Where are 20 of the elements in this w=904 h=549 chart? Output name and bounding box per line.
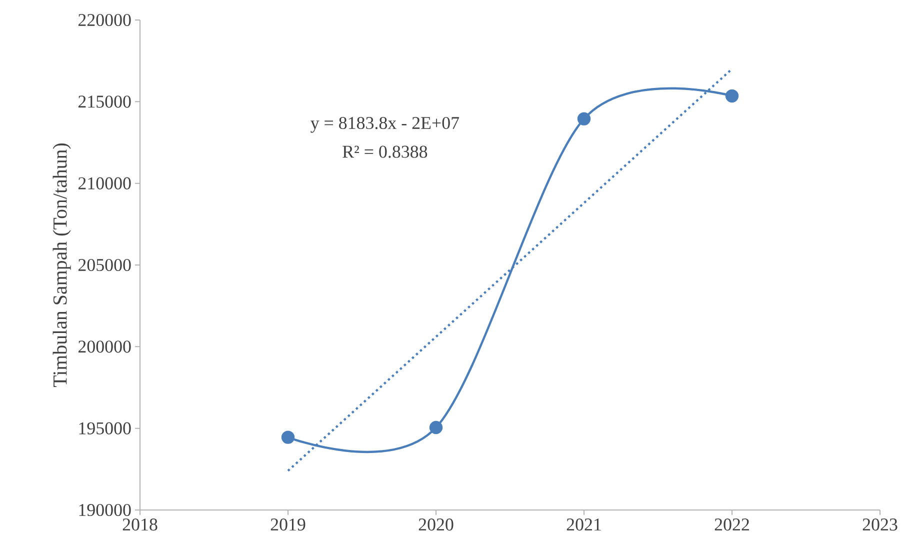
point xyxy=(725,89,739,103)
annotation: y = 8183.8x - 2E+07 xyxy=(310,116,460,133)
annotation: R² = 0.8388 xyxy=(342,146,428,158)
x-tick-label: 2022 xyxy=(714,518,749,531)
point xyxy=(429,420,443,434)
point xyxy=(577,112,591,126)
y-tick-label: 220000 xyxy=(78,14,131,26)
x-tick-label: 2020 xyxy=(418,518,454,531)
y-tick-label: 195000 xyxy=(79,422,131,434)
y-tick-label: 205000 xyxy=(78,258,131,272)
y-tick-label: 190000 xyxy=(79,504,131,516)
x-tick-label: 2021 xyxy=(566,518,601,531)
y-tick-label: 200000 xyxy=(78,340,131,353)
x-tick-label: 2018 xyxy=(122,518,158,531)
y-tick-label: 215000 xyxy=(78,96,131,108)
x-tick-label: 2023 xyxy=(862,518,898,531)
point xyxy=(281,430,295,444)
x-tick-label: 2019 xyxy=(270,518,306,531)
y-tick-label: 210000 xyxy=(78,177,131,190)
y-axis-title: Timbulan Sampah (Ton/tahun) xyxy=(52,143,71,387)
